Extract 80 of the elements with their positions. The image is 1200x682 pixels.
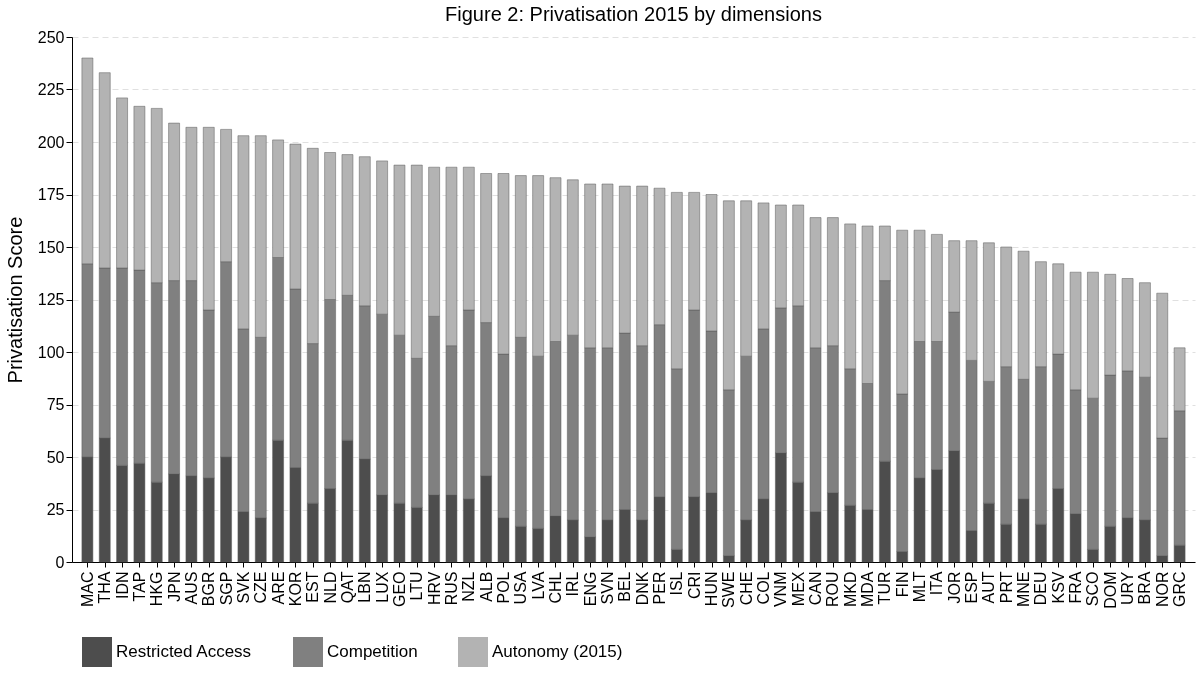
- x-tick-label: ALB: [477, 571, 495, 602]
- x-tick-label: SWE: [720, 571, 738, 608]
- x-tick-label: TUR: [876, 571, 894, 605]
- x-tick-label: SVK: [234, 571, 252, 604]
- x-tick-label: SCO: [1084, 571, 1102, 607]
- x-tick-label: BEL: [616, 571, 634, 602]
- y-axis-title: Privatisation Score: [3, 216, 26, 384]
- x-tick-label: CZE: [252, 571, 270, 604]
- y-tick-label: 25: [46, 501, 65, 518]
- y-tick-label: 125: [37, 291, 65, 308]
- x-tick-label: KOR: [286, 571, 304, 607]
- x-tick-label: LTU: [408, 571, 426, 601]
- y-tick-label: 250: [37, 28, 65, 46]
- x-tick-label: NLD: [321, 571, 339, 604]
- x-tick-label: MLT: [911, 571, 929, 603]
- y-tick-label: 50: [46, 448, 65, 466]
- x-tick-label: IDN: [113, 571, 131, 600]
- chart-title: Figure 2: Privatisation 2015 by dimensions: [445, 3, 822, 25]
- x-tick-label: VNM: [772, 571, 790, 608]
- y-tick-label: 200: [37, 133, 65, 151]
- x-tick-label: BRA: [1136, 571, 1154, 605]
- x-tick-label: FRA: [1067, 571, 1085, 604]
- x-tick-label: RUS: [442, 571, 460, 606]
- x-tick-label: CRI: [685, 571, 703, 600]
- x-tick-label: CHL: [546, 571, 564, 604]
- x-tick-label: JPN: [165, 571, 183, 602]
- legend-label: Autonomy (2015): [492, 642, 623, 661]
- x-tick-label: MKD: [841, 571, 859, 608]
- x-tick-label: POL: [494, 571, 512, 604]
- x-tick-label: DOM: [1101, 571, 1119, 609]
- x-tick-label: LBN: [356, 571, 374, 603]
- x-tick-label: DNK: [633, 571, 651, 606]
- x-tick-label: COL: [755, 571, 773, 605]
- x-tick-label: HRV: [425, 571, 443, 605]
- x-tick-label: KSV: [1049, 571, 1067, 604]
- x-tick-label: PER: [651, 571, 668, 605]
- x-tick-label: ARE: [269, 571, 287, 605]
- x-tick-label: TAP: [130, 571, 148, 602]
- x-tick-label: ISL: [668, 571, 686, 596]
- x-tick-label: CHE: [737, 571, 755, 606]
- y-tick-label: 150: [37, 238, 65, 256]
- x-tick-label: GEO: [390, 571, 408, 608]
- x-tick-label: CAN: [807, 571, 825, 606]
- x-tick-label: PRT: [997, 571, 1015, 604]
- x-tick-label: QAT: [338, 571, 356, 604]
- x-tick-label: FIN: [893, 571, 911, 598]
- y-tick-label: 75: [46, 396, 65, 413]
- x-tick-label: DEU: [1032, 571, 1050, 606]
- x-tick-label: SGP: [217, 571, 235, 606]
- x-tick-label: THA: [96, 571, 114, 604]
- x-tick-label: AUS: [182, 571, 200, 605]
- x-tick-label: BGR: [200, 571, 218, 607]
- x-tick-label: IRL: [564, 571, 582, 597]
- y-tick-label: 0: [55, 553, 65, 571]
- legend-label: Restricted Access: [116, 642, 252, 661]
- x-tick-label: MAC: [78, 571, 96, 608]
- x-tick-label: EST: [304, 571, 322, 603]
- x-tick-label: GRC: [1171, 571, 1189, 608]
- x-tick-label: ENG: [581, 571, 599, 607]
- x-tick-label: LUX: [373, 571, 391, 603]
- x-tick-label: SVN: [599, 571, 616, 605]
- x-tick-label: ESP: [963, 571, 981, 604]
- x-tick-label: AUT: [980, 571, 998, 604]
- x-tick-label: USA: [512, 571, 530, 605]
- x-tick-label: MNE: [1015, 571, 1033, 608]
- x-tick-label: JOR: [945, 571, 963, 604]
- x-tick-label: NOR: [1153, 571, 1171, 608]
- x-tick-label: NZL: [460, 571, 478, 602]
- x-tick-label: LVA: [529, 571, 547, 600]
- x-tick-label: ROU: [824, 571, 842, 608]
- legend-label: Competition: [327, 642, 418, 661]
- y-tick-label: 225: [37, 81, 65, 98]
- y-tick-label: 100: [37, 343, 65, 361]
- x-tick-label: MDA: [859, 571, 877, 608]
- x-tick-label: HKG: [148, 571, 166, 607]
- x-tick-label: URY: [1119, 571, 1137, 605]
- x-tick-label: ITA: [928, 571, 946, 596]
- y-tick-label: 175: [37, 186, 65, 203]
- x-tick-label: HUN: [703, 571, 721, 607]
- x-tick-label: MEX: [789, 571, 807, 607]
